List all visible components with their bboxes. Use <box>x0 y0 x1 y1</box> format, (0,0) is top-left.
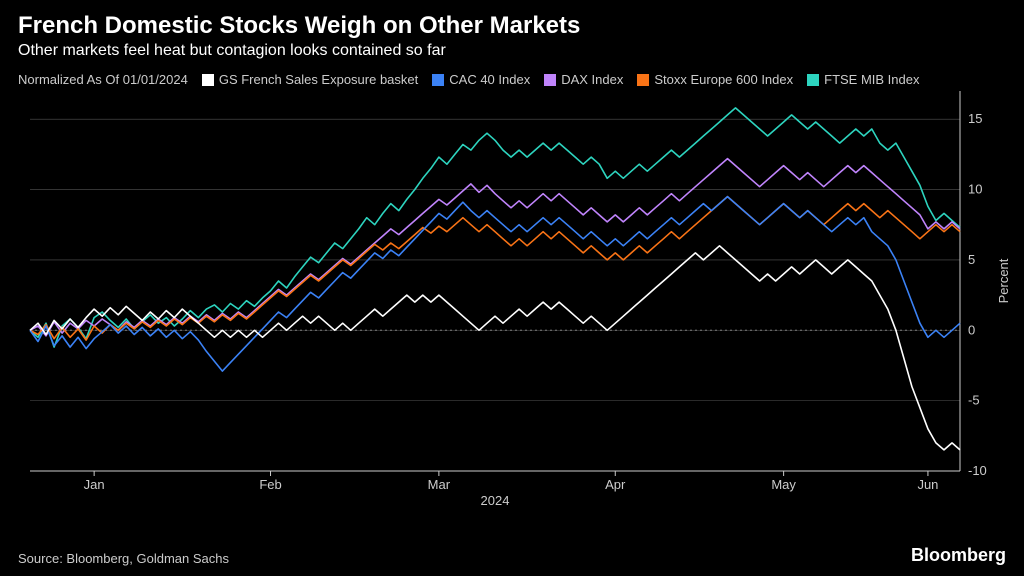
legend-swatch <box>807 74 819 86</box>
svg-text:10: 10 <box>968 182 982 197</box>
chart-legend: Normalized As Of 01/01/2024 GS French Sa… <box>0 66 1024 91</box>
legend-label: Stoxx Europe 600 Index <box>654 72 793 87</box>
svg-text:5: 5 <box>968 252 975 267</box>
chart-footer: Source: Bloomberg, Goldman Sachs Bloombe… <box>18 545 1006 566</box>
legend-item: Stoxx Europe 600 Index <box>637 72 793 87</box>
legend-label: DAX Index <box>561 72 623 87</box>
chart-area: -10 -5 0 5 10 15 Jan Feb Mar Apr May Jun 2024 Percent <box>0 91 1024 511</box>
svg-text:Jan: Jan <box>84 477 105 492</box>
legend-item: DAX Index <box>544 72 623 87</box>
brand-logo: Bloomberg <box>911 545 1006 566</box>
legend-swatch <box>432 74 444 86</box>
svg-text:Apr: Apr <box>605 477 626 492</box>
svg-text:-10: -10 <box>968 463 987 478</box>
legend-label: GS French Sales Exposure basket <box>219 72 418 87</box>
chart-subtitle: Other markets feel heat but contagion lo… <box>18 42 1006 60</box>
line-chart: -10 -5 0 5 10 15 Jan Feb Mar Apr May Jun 2024 Percent <box>0 91 1024 511</box>
svg-text:-5: -5 <box>968 393 980 408</box>
svg-text:Mar: Mar <box>428 477 451 492</box>
legend-swatch <box>202 74 214 86</box>
source-text: Source: Bloomberg, Goldman Sachs <box>18 551 229 566</box>
svg-text:Jun: Jun <box>917 477 938 492</box>
legend-item: FTSE MIB Index <box>807 72 919 87</box>
svg-text:0: 0 <box>968 322 975 337</box>
legend-label: FTSE MIB Index <box>824 72 919 87</box>
svg-text:Percent: Percent <box>996 258 1011 303</box>
chart-title: French Domestic Stocks Weigh on Other Ma… <box>18 12 1006 40</box>
legend-item: GS French Sales Exposure basket <box>202 72 418 87</box>
legend-normalized: Normalized As Of 01/01/2024 <box>18 72 188 87</box>
svg-text:Feb: Feb <box>259 477 281 492</box>
legend-label: CAC 40 Index <box>449 72 530 87</box>
chart-header: French Domestic Stocks Weigh on Other Ma… <box>0 0 1024 66</box>
svg-text:May: May <box>771 477 796 492</box>
legend-swatch <box>637 74 649 86</box>
svg-text:2024: 2024 <box>481 493 510 508</box>
legend-swatch <box>544 74 556 86</box>
svg-text:15: 15 <box>968 111 982 126</box>
legend-item: CAC 40 Index <box>432 72 530 87</box>
